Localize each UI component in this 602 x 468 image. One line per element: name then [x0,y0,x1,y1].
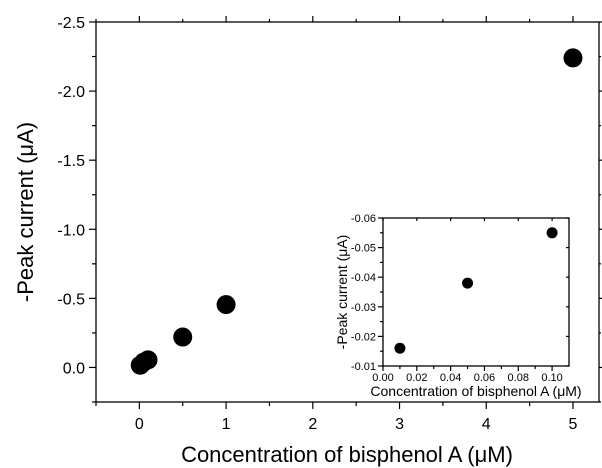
inset-y-tick-label: -0.03 [351,302,376,314]
inset-points [394,227,558,354]
inset-x-tick-label: 0.06 [474,372,495,384]
data-point [138,350,158,370]
inset-x-tick-label: 0.04 [440,372,461,384]
inset-y-tick-label: -0.02 [351,331,376,343]
inset-plot: 0.00 0.02 0.04 0.06 0.08 0.10-0.01-0.02-0.03-… [334,213,582,399]
main-y-axis-label: -Peak current (μA) [13,122,38,302]
inset-y-tick-label: -0.01 [351,361,376,373]
main-ticks: 0 1 2 3 4 5 -2.5 -2.0 -1.5 -1.0 -0.5 0.0 [57,15,602,433]
main-points [130,48,583,375]
inset-y-tick-label: -0.04 [351,272,376,284]
x-tick-label: 5 [569,416,578,433]
inset-x-tick-label: 0.00 [372,372,393,384]
x-tick-label: 3 [395,416,404,433]
x-tick-label: 2 [308,416,317,433]
y-tick-label: -1.5 [57,153,85,170]
y-tick-label: -0.5 [57,291,85,308]
main-x-axis-label: Concentration of bisphenol A (μM) [181,442,513,467]
y-tick-label: -2.5 [57,15,85,32]
inset-data-point [546,227,558,239]
inset-x-tick-label: 0.08 [508,372,529,384]
inset-x-tick-label: 0.02 [406,372,427,384]
data-point [563,48,583,68]
y-tick-label: -1.0 [57,222,85,239]
inset-plot-frame [382,217,570,367]
x-tick-label: 1 [222,416,231,433]
x-tick-label: 4 [482,416,491,433]
y-tick-label: 0.0 [63,360,85,377]
x-tick-label: 0 [135,416,144,433]
inset-y-tick-label: -0.06 [351,213,376,225]
inset-x-tick-label: 0.10 [541,372,562,384]
main-plot: 0 1 2 3 4 5 -2.5 -2.0 -1.5 -1.0 -0.5 0.0 Concentrat… [13,15,602,467]
inset-data-point [394,342,406,354]
data-point [216,295,236,315]
main-plot-frame [95,21,600,403]
y-tick-label: -2.0 [57,84,85,101]
inset-ticks: 0.00 0.02 0.04 0.06 0.08 0.10 -0.01 -0.02 -0.03 -… [351,213,569,384]
inset-y-tick-label: -0.05 [351,243,376,255]
inset-x-axis-label: Concentration of bisphenol A (μM) [370,383,581,399]
inset-y-axis-label: -Peak current (μA) [334,235,350,350]
data-point [173,327,193,347]
inset-data-point [462,277,474,289]
